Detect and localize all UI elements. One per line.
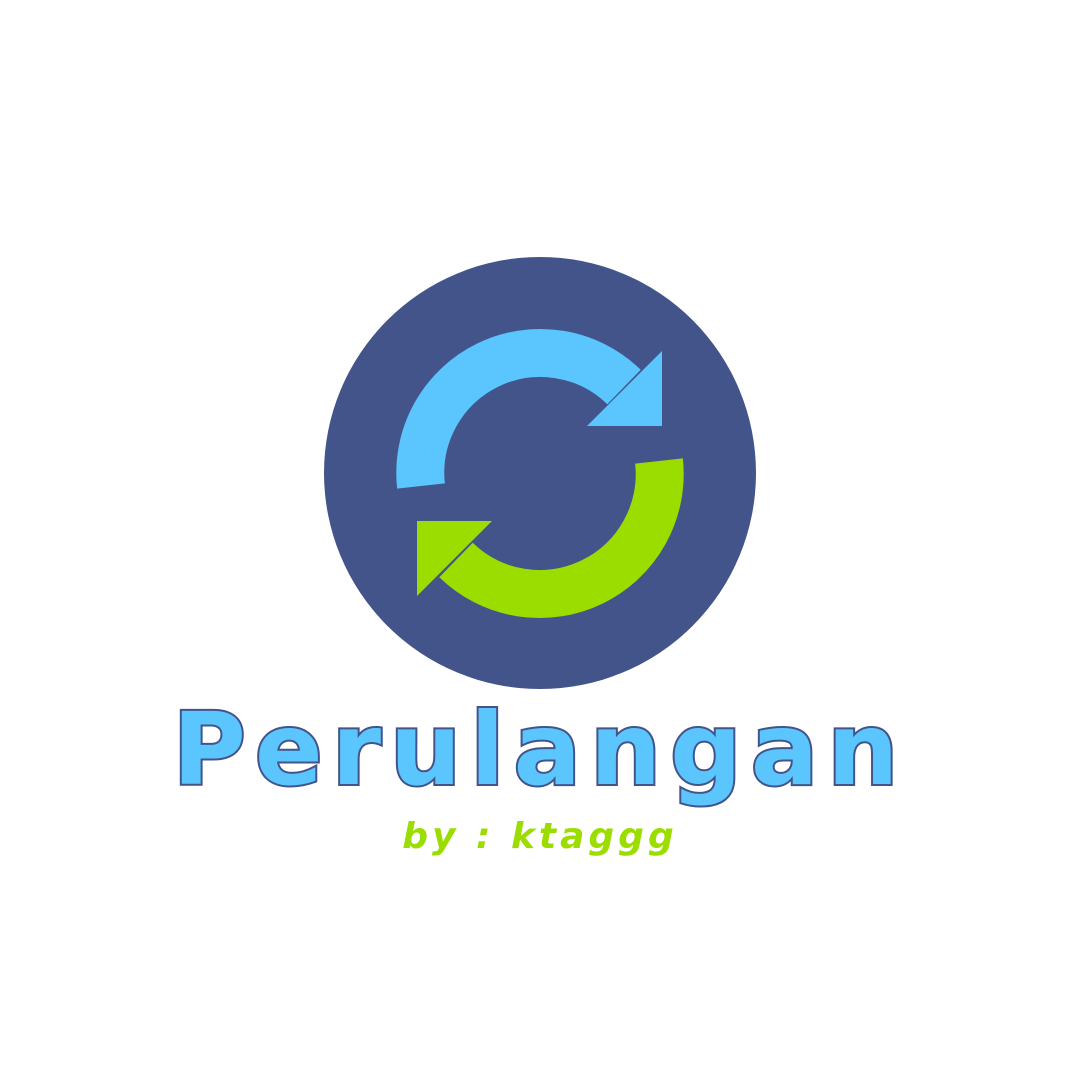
- author-credit: by : ktaggg: [402, 816, 678, 857]
- refresh-arrows-icon: [396, 329, 684, 618]
- top-arrow-head: [587, 351, 662, 426]
- page-title: Perulangan: [171, 689, 908, 810]
- top-arrow-arc: [396, 329, 641, 489]
- logo-circle: [324, 257, 756, 689]
- bottom-arrow-head: [417, 521, 492, 596]
- bottom-arrow-arc: [439, 458, 684, 618]
